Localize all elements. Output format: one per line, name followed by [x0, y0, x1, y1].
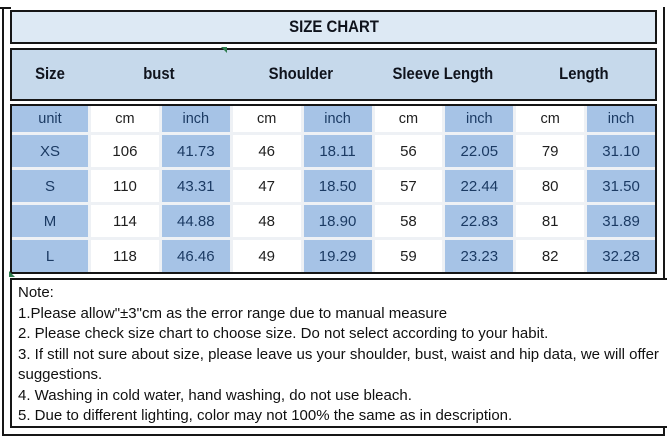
value-cell: 18.90 — [303, 205, 372, 237]
value-cell: 32.28 — [587, 240, 655, 272]
note-item: 3. If still not sure about size, please … — [18, 345, 659, 384]
value-cell: 49 — [232, 240, 301, 272]
value-cell: 18.11 — [303, 135, 372, 167]
value-cell: 118 — [91, 240, 159, 272]
value-cell: 81 — [516, 205, 585, 237]
unit-cell: cm — [232, 106, 301, 132]
unit-cell: inch — [587, 106, 655, 132]
size-cell: L — [12, 240, 88, 272]
value-cell: 47 — [232, 170, 301, 202]
value-cell: 23.23 — [445, 240, 514, 272]
value-cell: 41.73 — [161, 135, 230, 167]
header-shoulder: Shoulder — [268, 65, 333, 83]
notes-section: Note: 1.Please allow"±3"cm as the error … — [10, 278, 667, 428]
green-marker-icon — [221, 47, 227, 53]
green-marker-icon — [9, 271, 15, 277]
value-cell: 48 — [232, 205, 301, 237]
header-sleeve-length: Sleeve Length — [392, 65, 493, 83]
value-cell: 46 — [232, 135, 301, 167]
note-item: 4. Washing in cold water, hand washing, … — [18, 386, 412, 404]
value-cell: 18.50 — [303, 170, 372, 202]
unit-cell: inch — [445, 106, 514, 132]
size-cell: S — [12, 170, 88, 202]
value-cell: 22.83 — [445, 205, 514, 237]
value-cell: 44.88 — [161, 205, 230, 237]
size-table: unit cm inch cm inch cm inch cm inch XS 106 41.73 46… — [10, 104, 657, 274]
table-header-row: Size bust Shoulder Sleeve Length Length — [10, 48, 657, 101]
unit-cell: cm — [516, 106, 585, 132]
value-cell: 106 — [91, 135, 159, 167]
value-cell: 19.29 — [303, 240, 372, 272]
note-item: 1.Please allow"±3"cm as the error range … — [18, 304, 448, 322]
value-cell: 31.89 — [587, 205, 655, 237]
size-cell: M — [12, 205, 88, 237]
header-size: Size — [35, 65, 65, 83]
header-bust: bust — [143, 65, 175, 83]
value-cell: 46.46 — [161, 240, 230, 272]
value-cell: 114 — [91, 205, 159, 237]
value-cell: 80 — [516, 170, 585, 202]
value-cell: 110 — [91, 170, 159, 202]
value-cell: 82 — [516, 240, 585, 272]
unit-cell: cm — [374, 106, 443, 132]
unit-cell: inch — [161, 106, 230, 132]
value-cell: 56 — [374, 135, 443, 167]
value-cell: 31.50 — [587, 170, 655, 202]
unit-cell: inch — [303, 106, 372, 132]
note-item: 2. Please check size chart to choose siz… — [18, 325, 549, 342]
value-cell: 22.44 — [445, 170, 514, 202]
value-cell: 57 — [374, 170, 443, 202]
header-length: Length — [559, 65, 609, 83]
notes-heading: Note: — [18, 284, 54, 301]
page-title: SIZE CHART — [288, 17, 379, 36]
value-cell: 22.05 — [445, 135, 514, 167]
value-cell: 43.31 — [161, 170, 230, 202]
unit-label-cell: unit — [12, 106, 88, 132]
unit-cell: cm — [91, 106, 159, 132]
size-cell: XS — [12, 135, 88, 167]
note-item: 5. Due to different lighting, color may … — [18, 407, 513, 424]
value-cell: 58 — [374, 205, 443, 237]
value-cell: 79 — [516, 135, 585, 167]
size-chart-title-band: SIZE CHART — [10, 10, 657, 44]
value-cell: 31.10 — [587, 135, 655, 167]
page-frame-top-segment — [0, 7, 11, 9]
value-cell: 59 — [374, 240, 443, 272]
